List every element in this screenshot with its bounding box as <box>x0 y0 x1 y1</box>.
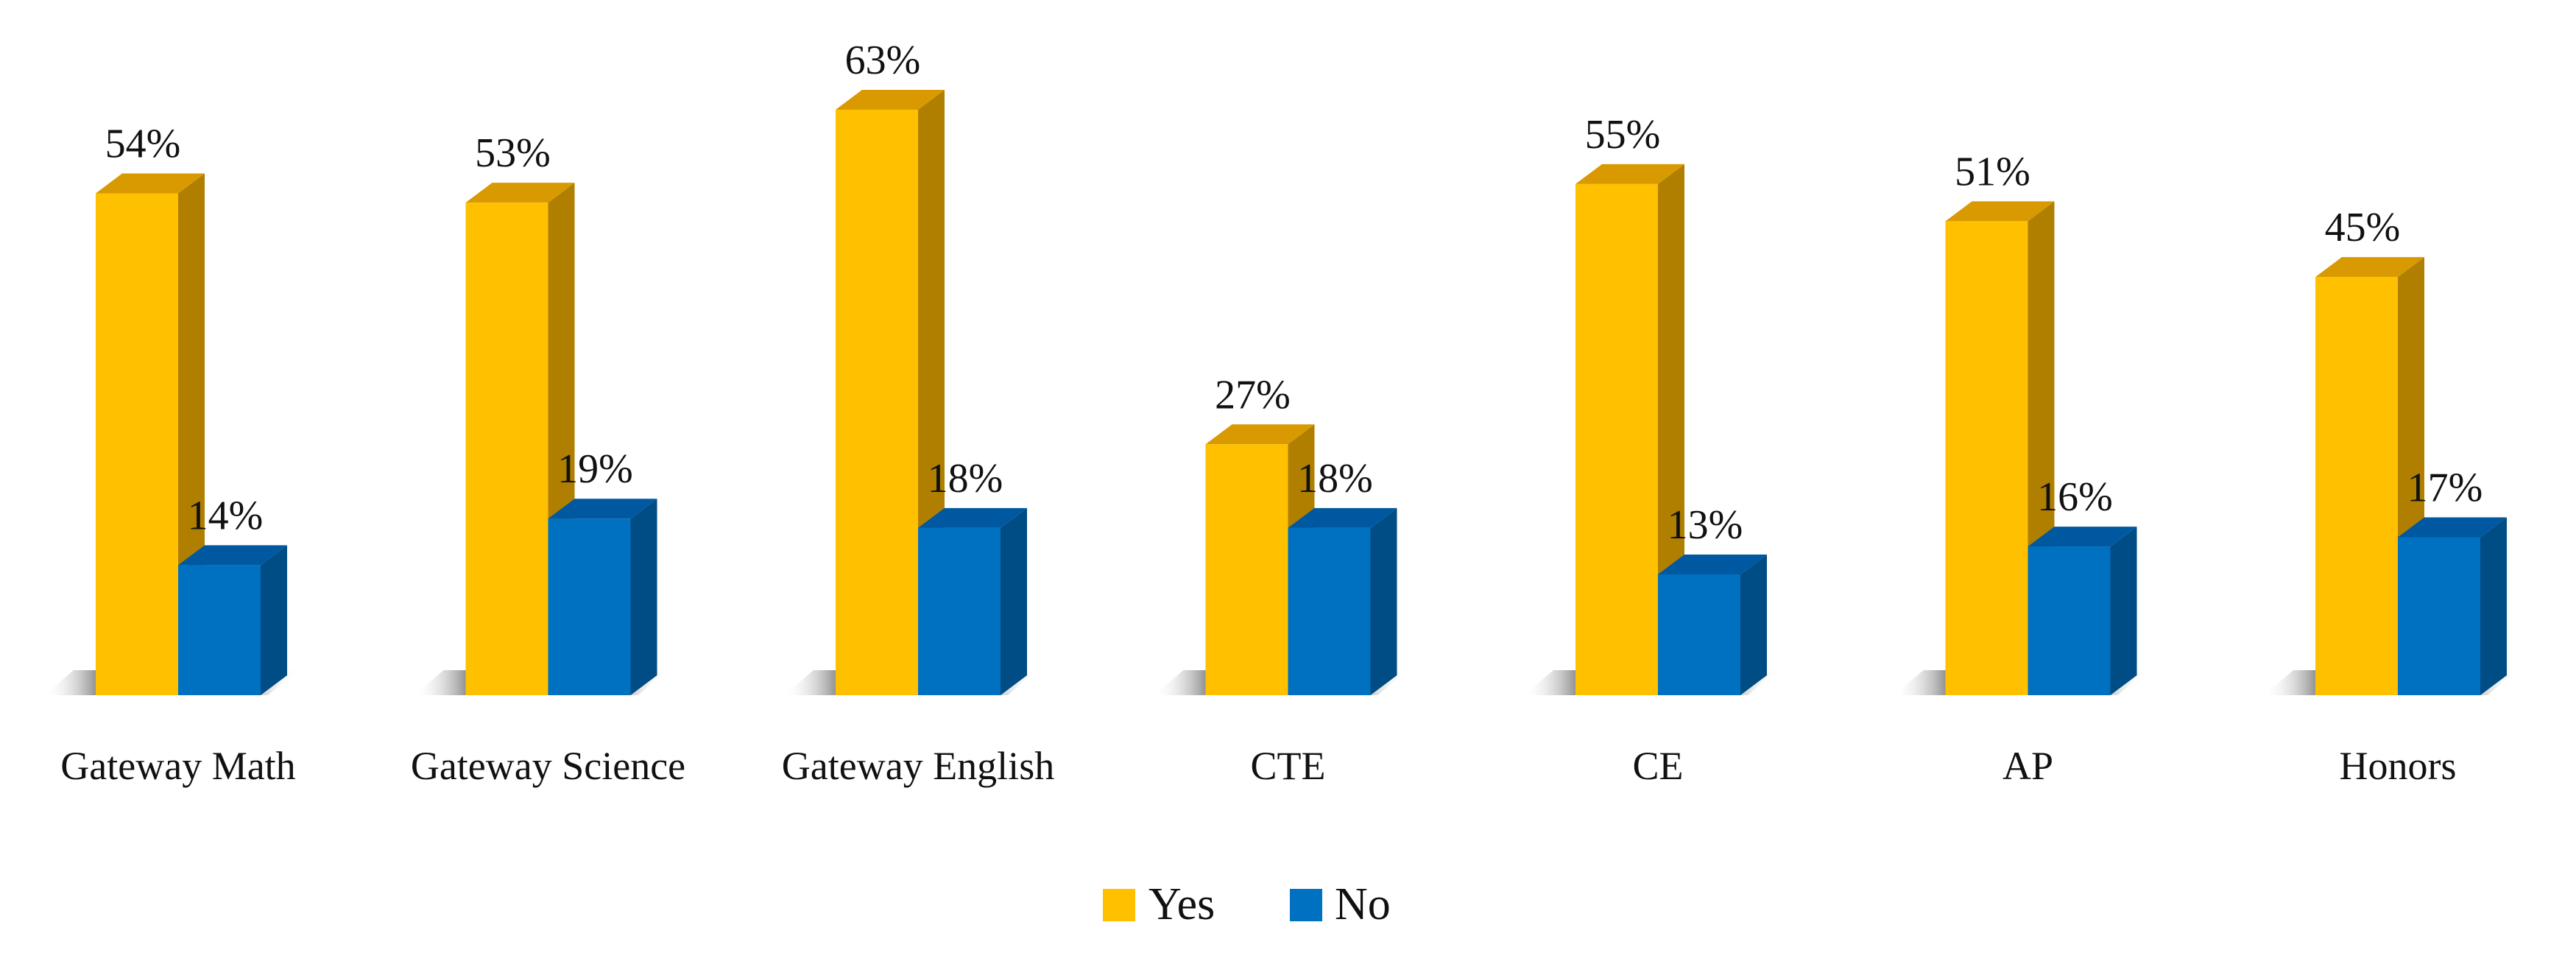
legend-label-yes: Yes <box>1148 879 1215 929</box>
bar-front-face <box>1658 574 1740 695</box>
category-label: CTE <box>1251 744 1326 788</box>
bar-top-face <box>1945 201 2055 222</box>
bar-no <box>1658 554 1767 695</box>
bar-top-face <box>1288 507 1397 528</box>
bar-top-face <box>1575 163 1684 184</box>
value-label-no: 18% <box>1297 456 1373 502</box>
bar-top-face <box>178 545 287 566</box>
legend-label-no: No <box>1335 879 1391 929</box>
bar-front-face <box>96 193 178 695</box>
bar-top-face <box>548 499 657 519</box>
bar-yes <box>1945 201 2055 695</box>
bar-top-face <box>1205 424 1315 445</box>
value-label-no: 16% <box>2037 474 2113 520</box>
value-label-no: 18% <box>928 456 1003 502</box>
bar-no <box>178 545 287 695</box>
bar-front-face <box>836 109 918 695</box>
legend-swatch-yes <box>1103 889 1135 921</box>
value-label-yes: 54% <box>105 122 181 167</box>
bar-yes <box>465 183 575 695</box>
bar-front-face <box>2315 277 2398 696</box>
bar-no <box>2398 517 2507 695</box>
category-label: Honors <box>2340 744 2457 788</box>
bar-no <box>548 499 657 695</box>
bars-group <box>96 89 2507 696</box>
bar-front-face <box>918 527 1001 695</box>
legend: Yes No <box>1103 879 1391 929</box>
bar-side-face <box>1001 507 1027 695</box>
value-label-yes: 55% <box>1585 112 1661 158</box>
bar-top-face <box>836 89 945 110</box>
legend-swatch-no <box>1290 889 1322 921</box>
value-label-no: 17% <box>2407 465 2483 510</box>
bar-top-face <box>2398 517 2507 538</box>
bar-front-face <box>2028 546 2111 695</box>
bar-no <box>1288 507 1397 695</box>
value-label-yes: 63% <box>845 38 921 83</box>
bar-top-face <box>918 507 1027 528</box>
value-label-no: 14% <box>188 493 264 538</box>
bar-front-face <box>1575 183 1658 695</box>
value-label-no: 19% <box>557 446 633 492</box>
value-label-yes: 27% <box>1215 372 1291 418</box>
value-label-no: 13% <box>1668 502 1743 548</box>
category-label: CE <box>1632 744 1683 788</box>
category-label: Gateway Math <box>60 744 295 788</box>
bar-top-face <box>2028 527 2137 547</box>
bar-no <box>918 507 1027 695</box>
bar-front-face <box>178 565 261 695</box>
bar-side-face <box>261 545 287 695</box>
bar-side-face <box>2110 527 2137 695</box>
category-label: AP <box>2002 744 2053 788</box>
bar-top-face <box>465 183 575 203</box>
bar-front-face <box>1288 527 1371 695</box>
category-label: Gateway English <box>782 744 1054 788</box>
bar-side-face <box>1370 507 1397 695</box>
bar-front-face <box>548 518 631 695</box>
bar-top-face <box>2315 257 2424 278</box>
bar-front-face <box>1945 221 2028 695</box>
bar-front-face <box>2398 537 2480 695</box>
bar-side-face <box>2480 517 2507 695</box>
value-labels-group: 54%14%53%19%63%18%27%18%55%13%51%16%45%1… <box>105 38 2483 548</box>
category-labels-group: Gateway Math Gateway Science Gateway Engli… <box>60 744 2456 788</box>
value-label-yes: 53% <box>475 130 551 176</box>
value-label-yes: 51% <box>1955 149 2030 194</box>
bar-top-face <box>1658 554 1767 574</box>
bar-side-face <box>1740 554 1767 695</box>
bar-front-face <box>1205 444 1288 695</box>
value-label-yes: 45% <box>2325 205 2401 250</box>
bar-top-face <box>96 173 205 194</box>
bar-side-face <box>630 499 657 695</box>
bar-no <box>2028 527 2137 695</box>
bar-front-face <box>465 203 548 695</box>
category-label: Gateway Science <box>411 744 685 788</box>
